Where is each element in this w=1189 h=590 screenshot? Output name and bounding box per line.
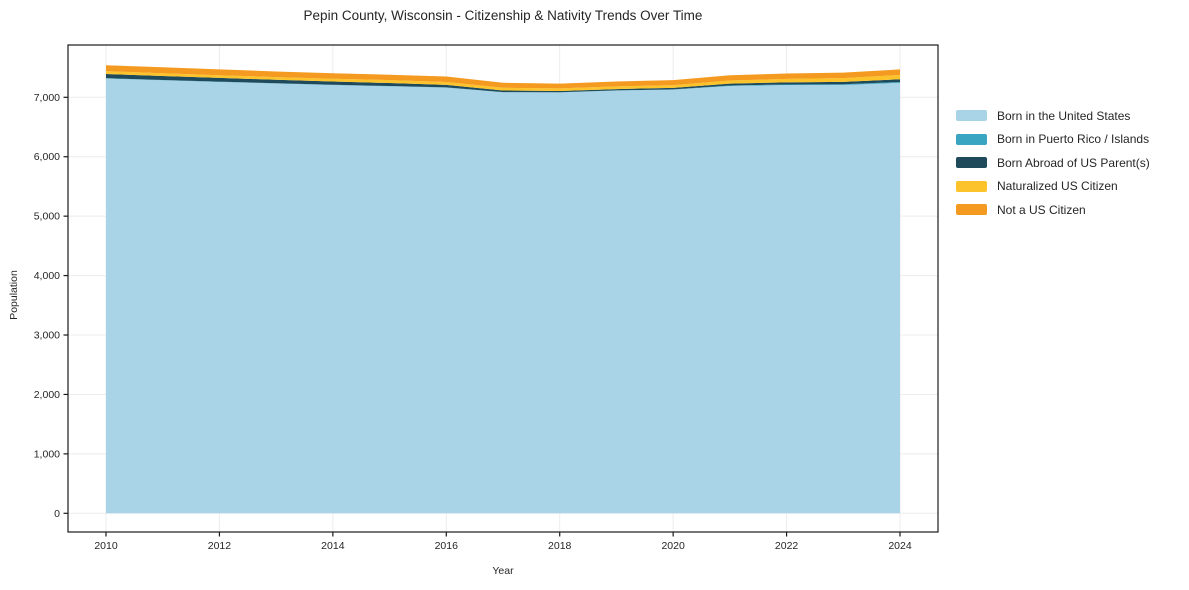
y-tick-label: 3,000: [34, 330, 60, 342]
y-tick-label: 6,000: [34, 151, 60, 163]
x-tick-label: 2020: [661, 540, 685, 552]
tick-labels: 0 1,000 2,000 3,000 4,000 5,000 6,000 7,000 2010…: [34, 92, 912, 552]
x-tick-label: 2016: [435, 540, 459, 552]
legend-label: Naturalized US Citizen: [997, 179, 1118, 194]
y-tick-label: 0: [54, 508, 60, 520]
legend-item: Born Abroad of US Parent(s): [956, 151, 1150, 175]
legend-swatch: [956, 157, 987, 169]
chart-title: Pepin County, Wisconsin - Citizenship & …: [303, 8, 703, 23]
x-tick-label: 2022: [775, 540, 799, 552]
legend-label: Born in the United States: [997, 108, 1131, 123]
legend-label: Born Abroad of US Parent(s): [997, 155, 1150, 170]
x-tick-label: 2012: [208, 540, 232, 552]
legend-item: Not a US Citizen: [956, 198, 1150, 222]
y-axis-label: Population: [8, 270, 20, 320]
area-series-born-in-the-united-states: [105, 78, 901, 514]
area-series-naturalized-us-citizen: [105, 71, 901, 91]
plot-border: [67, 44, 939, 533]
legend-item: Born in Puerto Rico / Islands: [956, 128, 1150, 152]
y-tick-label: 2,000: [34, 389, 60, 401]
legend-label: Not a US Citizen: [997, 202, 1086, 217]
legend-item: Born in the United States: [956, 104, 1150, 128]
legend-swatch: [956, 204, 987, 216]
x-tick-label: 2014: [321, 540, 345, 552]
x-tick-label: 2010: [94, 540, 118, 552]
y-tick-label: 1,000: [34, 448, 60, 460]
area-series-not-a-us-citizen: [105, 65, 901, 89]
stacked-areas: [105, 65, 901, 514]
x-tick-label: 2018: [548, 540, 572, 552]
y-tick-label: 4,000: [34, 270, 60, 282]
legend: Born in the United States Born in Puerto …: [956, 104, 1150, 222]
legend-item: Naturalized US Citizen: [956, 175, 1150, 199]
axes: [63, 44, 939, 537]
legend-swatch: [956, 110, 987, 122]
legend-swatch: [956, 133, 987, 145]
y-tick-label: 7,000: [34, 92, 60, 104]
x-tick-label: 2024: [888, 540, 912, 552]
y-tick-label: 5,000: [34, 211, 60, 223]
legend-label: Born in Puerto Rico / Islands: [997, 132, 1150, 147]
x-axis-label: Year: [492, 565, 514, 577]
legend-swatch: [956, 180, 987, 192]
